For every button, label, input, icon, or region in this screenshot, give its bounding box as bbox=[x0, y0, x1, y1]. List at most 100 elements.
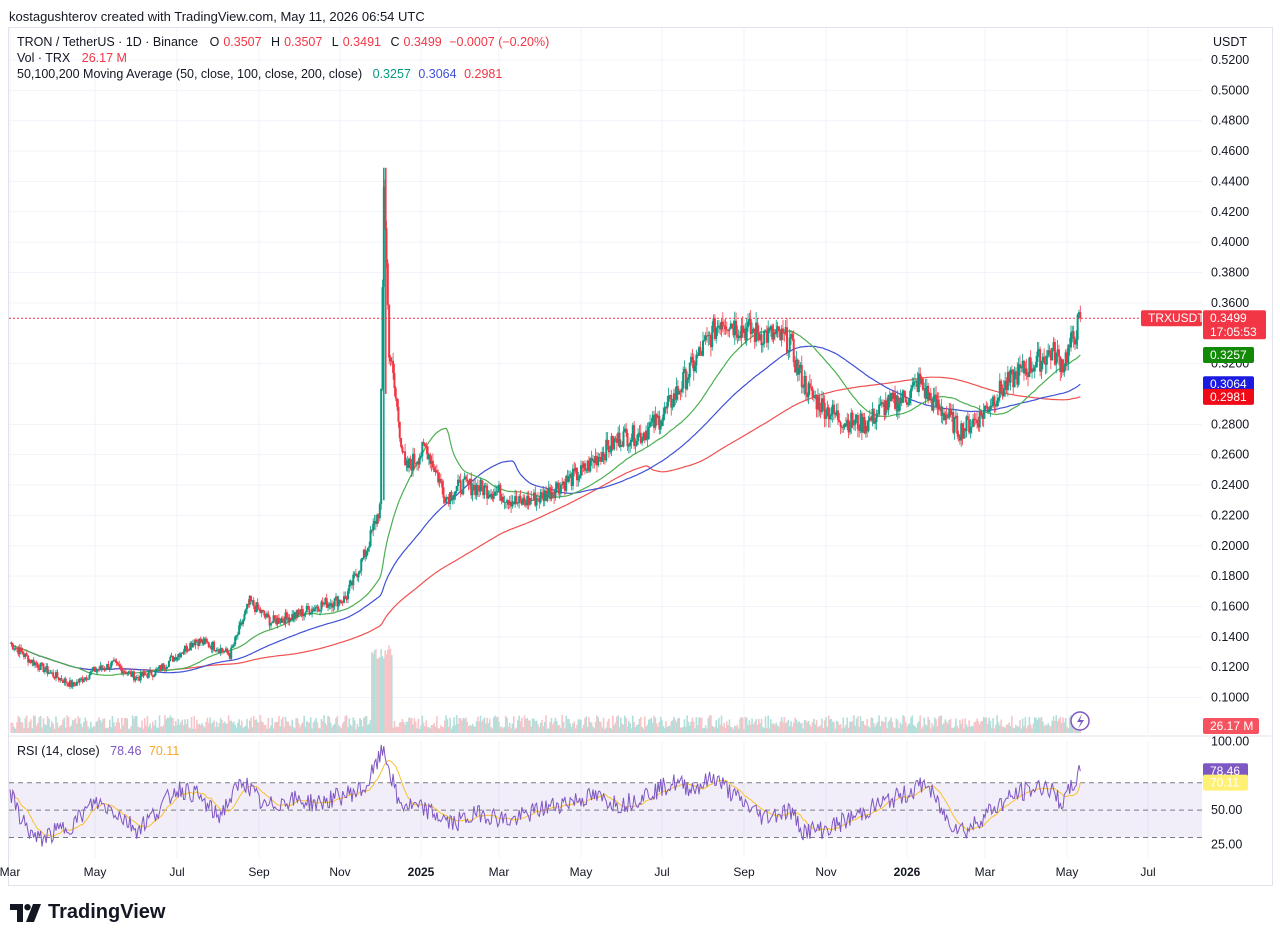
candle-body bbox=[203, 638, 206, 645]
volume-bar bbox=[308, 722, 311, 733]
volume-bar bbox=[1011, 715, 1013, 733]
chart-frame[interactable] bbox=[8, 27, 1273, 886]
volume-bar bbox=[332, 724, 335, 733]
volume-bar bbox=[424, 726, 426, 733]
volume-bar bbox=[123, 718, 126, 733]
candle-body bbox=[581, 465, 584, 468]
lightning-icon[interactable] bbox=[1070, 711, 1090, 731]
candle-body bbox=[567, 476, 570, 482]
legend-row-rsi[interactable]: RSI (14, close) 78.46 70.11 bbox=[17, 744, 183, 758]
volume-bar bbox=[262, 722, 264, 733]
candle-body bbox=[186, 649, 189, 652]
candle-body bbox=[409, 458, 412, 466]
volume-bar bbox=[568, 718, 570, 733]
candle-body bbox=[163, 668, 166, 670]
volume-bar bbox=[621, 723, 623, 733]
volume-bar bbox=[1017, 726, 1020, 733]
volume-bar bbox=[911, 715, 914, 733]
volume-bar bbox=[642, 728, 645, 733]
candle-body bbox=[700, 351, 703, 356]
candle-body bbox=[1002, 387, 1005, 397]
legend-change: −0.0007 (−0.20%) bbox=[449, 35, 550, 49]
candle-body bbox=[952, 412, 955, 433]
candle-body bbox=[420, 455, 422, 458]
volume-bar bbox=[695, 717, 698, 733]
volume-bar bbox=[915, 727, 918, 733]
volume-bar bbox=[596, 715, 598, 733]
volume-bar bbox=[442, 727, 445, 733]
legend-row-symbol[interactable]: TRON / TetherUS · 1D · Binance O 0.3507 H… bbox=[17, 35, 553, 49]
candle-body bbox=[128, 671, 131, 673]
legend-open-label: O bbox=[209, 35, 220, 49]
volume-bar bbox=[371, 651, 373, 733]
candle-body bbox=[854, 419, 857, 425]
rsi-ma-badge bbox=[1203, 774, 1248, 791]
volume-bar bbox=[267, 717, 270, 733]
volume-bar bbox=[467, 726, 470, 733]
volume-bar bbox=[978, 724, 981, 733]
volume-bar bbox=[99, 719, 102, 733]
candle-body bbox=[232, 644, 235, 647]
volume-bar bbox=[779, 721, 782, 733]
candle-body bbox=[755, 322, 758, 342]
candle-body bbox=[64, 678, 67, 683]
volume-bar bbox=[526, 717, 529, 733]
candle-body bbox=[658, 415, 661, 430]
volume-bar bbox=[443, 720, 446, 733]
candle-body bbox=[74, 684, 77, 686]
y-tick-label: 0.1000 bbox=[1211, 691, 1249, 705]
volume-bar bbox=[523, 715, 526, 733]
candle-body bbox=[246, 604, 249, 610]
volume-bar bbox=[749, 724, 752, 733]
candle-body bbox=[472, 484, 475, 491]
volume-bar bbox=[818, 726, 821, 733]
candle-body bbox=[671, 406, 674, 408]
legend-row-volume[interactable]: Vol · TRX 26.17 M bbox=[17, 51, 131, 65]
volume-bar bbox=[359, 718, 361, 733]
volume-bar bbox=[150, 728, 153, 733]
volume-bar bbox=[425, 720, 428, 733]
chart-canvas[interactable]: 0.52000.50000.48000.46000.44000.42000.40… bbox=[0, 0, 1280, 890]
candle-body bbox=[554, 488, 557, 498]
volume-bar bbox=[751, 718, 753, 733]
volume-bar bbox=[794, 717, 796, 733]
legend-open-value: 0.3507 bbox=[223, 35, 262, 49]
volume-bar bbox=[226, 723, 229, 733]
volume-bar bbox=[720, 715, 723, 733]
volume-bar bbox=[60, 724, 63, 733]
legend-row-ma[interactable]: 50,100,200 Moving Average (50, close, 10… bbox=[17, 67, 506, 81]
volume-bar bbox=[107, 727, 110, 733]
volume-bar bbox=[300, 724, 303, 733]
volume-bar bbox=[353, 720, 356, 733]
x-tick-label: Mar bbox=[0, 865, 20, 879]
candle-body bbox=[828, 415, 831, 420]
candle-body bbox=[174, 657, 177, 661]
volume-bar bbox=[376, 658, 378, 733]
candle-body bbox=[892, 392, 895, 399]
legend-symbol[interactable]: TRON / TetherUS · 1D · Binance bbox=[17, 35, 199, 49]
candle-body bbox=[676, 386, 679, 395]
candle-body bbox=[167, 660, 170, 667]
candle-body bbox=[102, 668, 105, 669]
currency-button[interactable]: USDT bbox=[1205, 31, 1255, 53]
volume-bar bbox=[110, 727, 112, 733]
tradingview-logo[interactable]: TradingView bbox=[10, 901, 165, 924]
volume-bar bbox=[139, 727, 142, 733]
volume-bar bbox=[849, 721, 851, 733]
candle-body bbox=[818, 396, 821, 411]
volume-bar bbox=[1020, 728, 1023, 733]
candle-body bbox=[110, 662, 113, 668]
candle-body bbox=[429, 454, 432, 464]
candle-body bbox=[1021, 360, 1024, 367]
volume-bar bbox=[940, 715, 943, 733]
volume-bar bbox=[259, 715, 262, 733]
volume-bar bbox=[77, 716, 80, 733]
volume-bar bbox=[694, 728, 696, 733]
x-tick-label: Mar bbox=[975, 865, 996, 879]
candle-body bbox=[888, 394, 891, 401]
y-tick-label: 0.4400 bbox=[1211, 174, 1249, 188]
candle-body bbox=[1041, 356, 1044, 361]
volume-bar bbox=[752, 724, 755, 733]
candle-body bbox=[800, 364, 803, 388]
candle-body bbox=[935, 394, 938, 408]
